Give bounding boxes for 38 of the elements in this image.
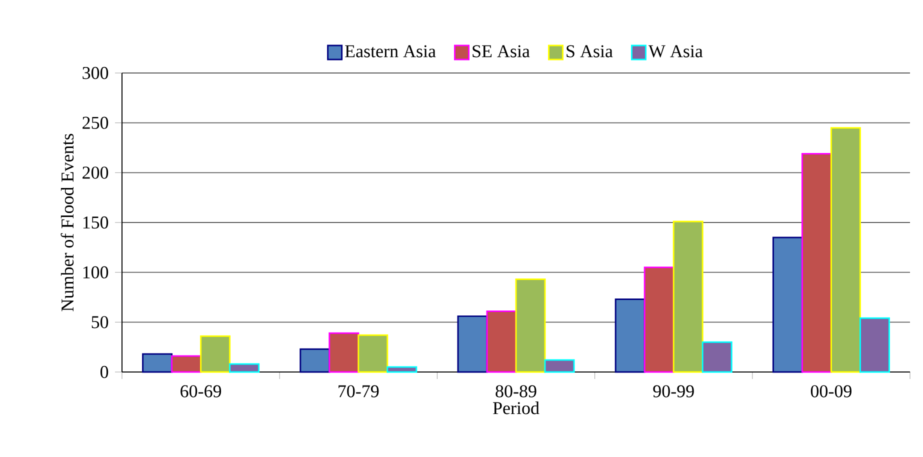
bar	[358, 334, 388, 373]
y-tick-label: 0	[100, 366, 108, 378]
y-tick-label: 200	[82, 166, 108, 179]
bar	[702, 341, 732, 373]
bar	[544, 359, 575, 373]
bar	[644, 266, 674, 373]
x-tick-label: 70-79	[338, 385, 379, 398]
bar	[171, 355, 202, 373]
y-tick-label: 100	[83, 266, 108, 278]
bar	[457, 315, 488, 373]
legend-label: S Asia	[566, 45, 613, 58]
bar	[200, 335, 231, 373]
bar	[801, 152, 832, 373]
bar	[859, 317, 890, 373]
bar	[772, 236, 803, 373]
bar	[229, 363, 260, 373]
legend-label: SE Asia	[472, 45, 530, 58]
bar	[830, 127, 861, 373]
y-axis-title: Number of Flood Events	[60, 134, 74, 312]
x-tick-label: 80-89	[496, 385, 536, 398]
bar	[300, 348, 330, 373]
y-tick-label: 250	[82, 116, 108, 129]
y-tick-label: 300	[82, 66, 108, 80]
legend-label: Eastern Asia	[345, 45, 436, 58]
bar	[515, 278, 546, 373]
x-axis-title: Period	[493, 402, 540, 414]
bar	[672, 220, 704, 373]
y-tick-label: 150	[83, 216, 108, 229]
bar	[486, 310, 517, 373]
legend-label: W Asia	[648, 45, 703, 58]
x-tick-label: 60-69	[180, 385, 222, 398]
x-tick-label: 90-99	[653, 385, 694, 398]
bar	[328, 332, 360, 373]
y-tick-label: 50	[92, 316, 108, 328]
bar	[142, 353, 173, 373]
bar	[386, 366, 418, 373]
x-tick-label: 00-09	[810, 385, 852, 398]
bar	[614, 298, 646, 373]
